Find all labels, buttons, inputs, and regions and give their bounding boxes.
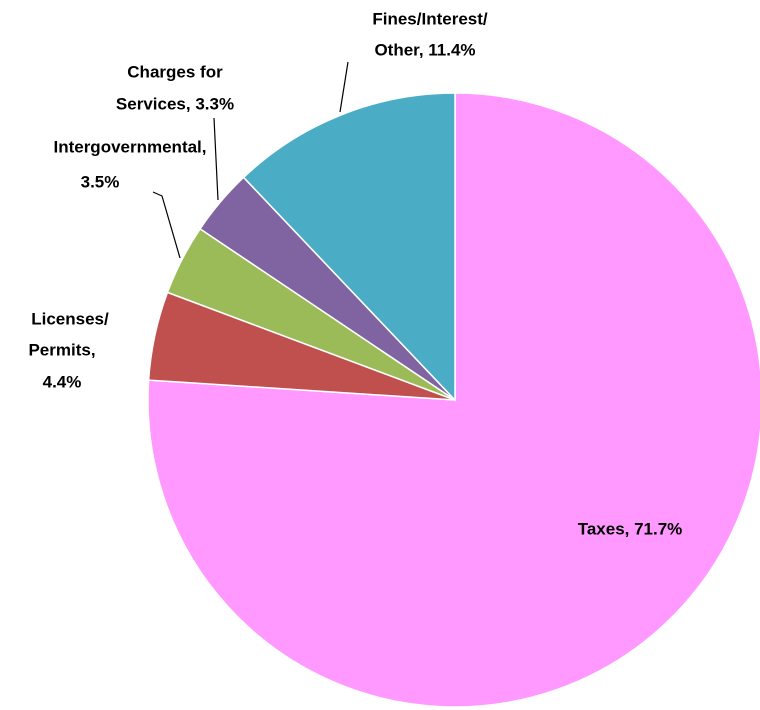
data-label: Fines/Interest/: [372, 9, 488, 28]
slices: [147, 92, 760, 708]
leader-line: [339, 61, 349, 113]
data-label: Permits,: [28, 340, 95, 359]
data-label: Taxes, 71.7%: [578, 519, 683, 538]
data-label: 4.4%: [43, 372, 82, 391]
leader-lines: [152, 61, 349, 259]
leader-line: [213, 117, 219, 201]
data-label: Services, 3.3%: [116, 94, 234, 113]
data-label: Licenses/: [31, 309, 109, 328]
data-label: Other, 11.4%: [374, 40, 475, 59]
data-label: Charges for: [127, 62, 223, 81]
data-label: Intergovernmental,: [53, 137, 206, 156]
leader-line: [152, 191, 181, 259]
pie-slice: [242, 92, 456, 402]
data-label: 3.5%: [81, 172, 120, 191]
